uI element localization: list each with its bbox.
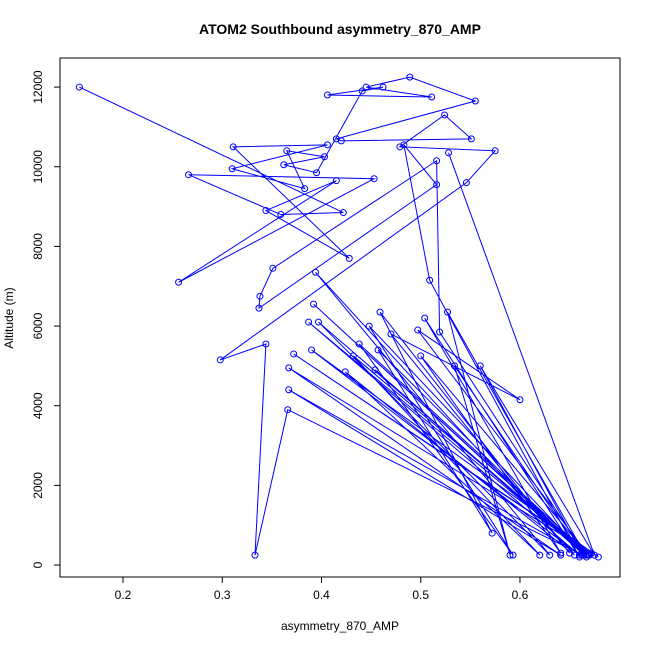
data-point	[476, 362, 484, 370]
y-tick-label: 2000	[31, 472, 45, 499]
data-point	[433, 181, 441, 189]
data-point	[426, 276, 434, 284]
data-point	[421, 314, 429, 322]
data-point	[185, 171, 193, 179]
chart-title: ATOM2 Southbound asymmetry_870_AMP	[199, 21, 481, 37]
data-point	[406, 73, 414, 81]
data-point	[269, 264, 277, 272]
x-tick-label: 0.4	[313, 588, 330, 602]
data-point	[566, 549, 574, 557]
data-point	[229, 143, 237, 151]
data-point	[590, 551, 598, 559]
data-point	[283, 147, 291, 155]
data-line	[79, 76, 599, 558]
data-point	[262, 340, 270, 348]
data-point	[374, 346, 382, 354]
data-point	[581, 551, 589, 559]
data-point	[362, 83, 370, 91]
data-point	[301, 185, 309, 193]
y-tick-label: 12000	[31, 70, 45, 104]
data-point	[414, 326, 422, 334]
data-point	[349, 352, 357, 360]
data-point	[444, 308, 452, 316]
data-point	[445, 149, 453, 157]
data-point	[365, 322, 373, 330]
data-point	[462, 179, 470, 187]
data-point	[358, 87, 366, 95]
data-point	[75, 83, 83, 91]
data-point	[285, 386, 293, 394]
x-axis-label: asymmetry_870_AMP	[281, 619, 399, 633]
x-tick-label: 0.6	[512, 588, 529, 602]
plot-frame	[59, 57, 621, 578]
x-tick-label: 0.5	[412, 588, 429, 602]
data-point	[450, 362, 458, 370]
data-point	[557, 551, 565, 559]
data-point	[315, 318, 323, 326]
data-point	[323, 91, 331, 99]
data-point	[262, 207, 270, 215]
data-point	[379, 83, 387, 91]
data-point	[387, 330, 395, 338]
data-point	[175, 278, 183, 286]
data-point	[332, 177, 340, 185]
data-point	[290, 350, 298, 358]
data-point	[400, 141, 408, 149]
data-point	[433, 157, 441, 165]
x-tick-label: 0.2	[115, 588, 132, 602]
data-point	[339, 209, 347, 217]
x-tick-label: 0.3	[214, 588, 231, 602]
data-point	[251, 551, 259, 559]
data-point	[312, 268, 320, 276]
data-point	[280, 161, 288, 169]
data-point	[428, 93, 436, 101]
data-point	[436, 328, 444, 336]
data-point	[516, 396, 524, 404]
data-point	[396, 143, 404, 151]
data-point	[256, 292, 264, 300]
data-point	[546, 551, 554, 559]
data-point	[471, 97, 479, 105]
data-point	[255, 304, 263, 312]
data-point	[313, 169, 321, 177]
data-point	[277, 211, 285, 219]
data-point	[337, 137, 345, 145]
y-axis-label: Altitude (m)	[2, 287, 16, 348]
data-point	[594, 553, 602, 561]
data-point	[491, 147, 499, 155]
y-tick-label: 0	[31, 561, 45, 568]
data-point	[509, 551, 517, 559]
data-point	[308, 346, 316, 354]
data-point	[557, 549, 565, 557]
data-point	[576, 553, 584, 561]
y-tick-label: 6000	[31, 312, 45, 339]
data-point	[341, 368, 349, 376]
data-point	[284, 406, 292, 414]
data-point	[323, 141, 331, 149]
data-point	[467, 135, 475, 143]
data-point	[488, 529, 496, 537]
data-point	[228, 165, 236, 173]
data-point	[285, 364, 293, 372]
data-point	[417, 352, 425, 360]
data-point	[376, 308, 384, 316]
data-point	[536, 551, 544, 559]
data-point	[441, 111, 449, 119]
data-point	[305, 318, 313, 326]
data-point	[320, 153, 328, 161]
data-point	[577, 549, 585, 557]
y-tick-label: 4000	[31, 392, 45, 419]
data-point	[355, 340, 363, 348]
y-tick-label: 8000	[31, 233, 45, 260]
data-point	[310, 300, 318, 308]
data-point	[345, 254, 353, 262]
data-point	[371, 366, 379, 374]
data-point	[370, 175, 378, 183]
data-point	[216, 356, 224, 364]
y-tick-label: 10000	[31, 150, 45, 184]
data-point	[506, 551, 514, 559]
